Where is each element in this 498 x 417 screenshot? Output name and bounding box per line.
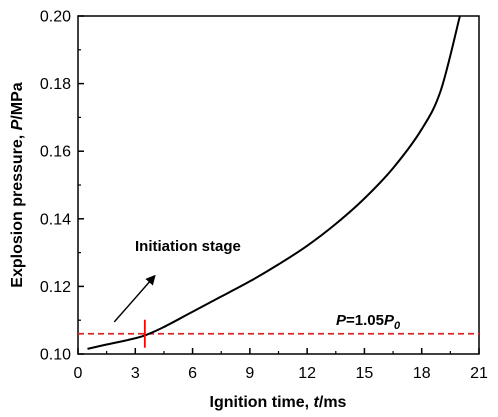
y-tick-label: 0.18 <box>40 76 71 93</box>
x-tick-label: 21 <box>470 365 488 382</box>
x-tick-label: 9 <box>245 365 254 382</box>
x-tick-label: 15 <box>356 365 374 382</box>
x-tick-label: 18 <box>413 365 431 382</box>
y-axis-ticks: 0.10 0.12 0.14 0.16 0.18 0.20 <box>40 9 84 364</box>
y-tick-label: 0.12 <box>40 279 71 296</box>
annotation-arrow <box>113 274 156 323</box>
y-tick-label: 0.20 <box>40 9 71 26</box>
x-tick-label: 12 <box>298 365 316 382</box>
y-tick-label: 0.16 <box>40 144 71 161</box>
y-tick-label: 0.14 <box>40 211 71 228</box>
x-axis-title: Ignition time, t/ms <box>210 394 347 411</box>
y-axis-title: Explosion pressure, P/MPa <box>9 82 26 288</box>
x-tick-label: 3 <box>131 365 140 382</box>
annotation-label: Initiation stage <box>135 238 241 255</box>
threshold-label: P=1.05P0 <box>336 312 401 332</box>
plot-frame <box>77 15 480 355</box>
x-axis-ticks: 0 3 6 9 12 15 18 21 <box>74 348 488 382</box>
series-line <box>87 15 461 350</box>
x-tick-label: 0 <box>74 365 83 382</box>
y-tick-label: 0.10 <box>40 347 71 364</box>
x-tick-label: 6 <box>188 365 197 382</box>
